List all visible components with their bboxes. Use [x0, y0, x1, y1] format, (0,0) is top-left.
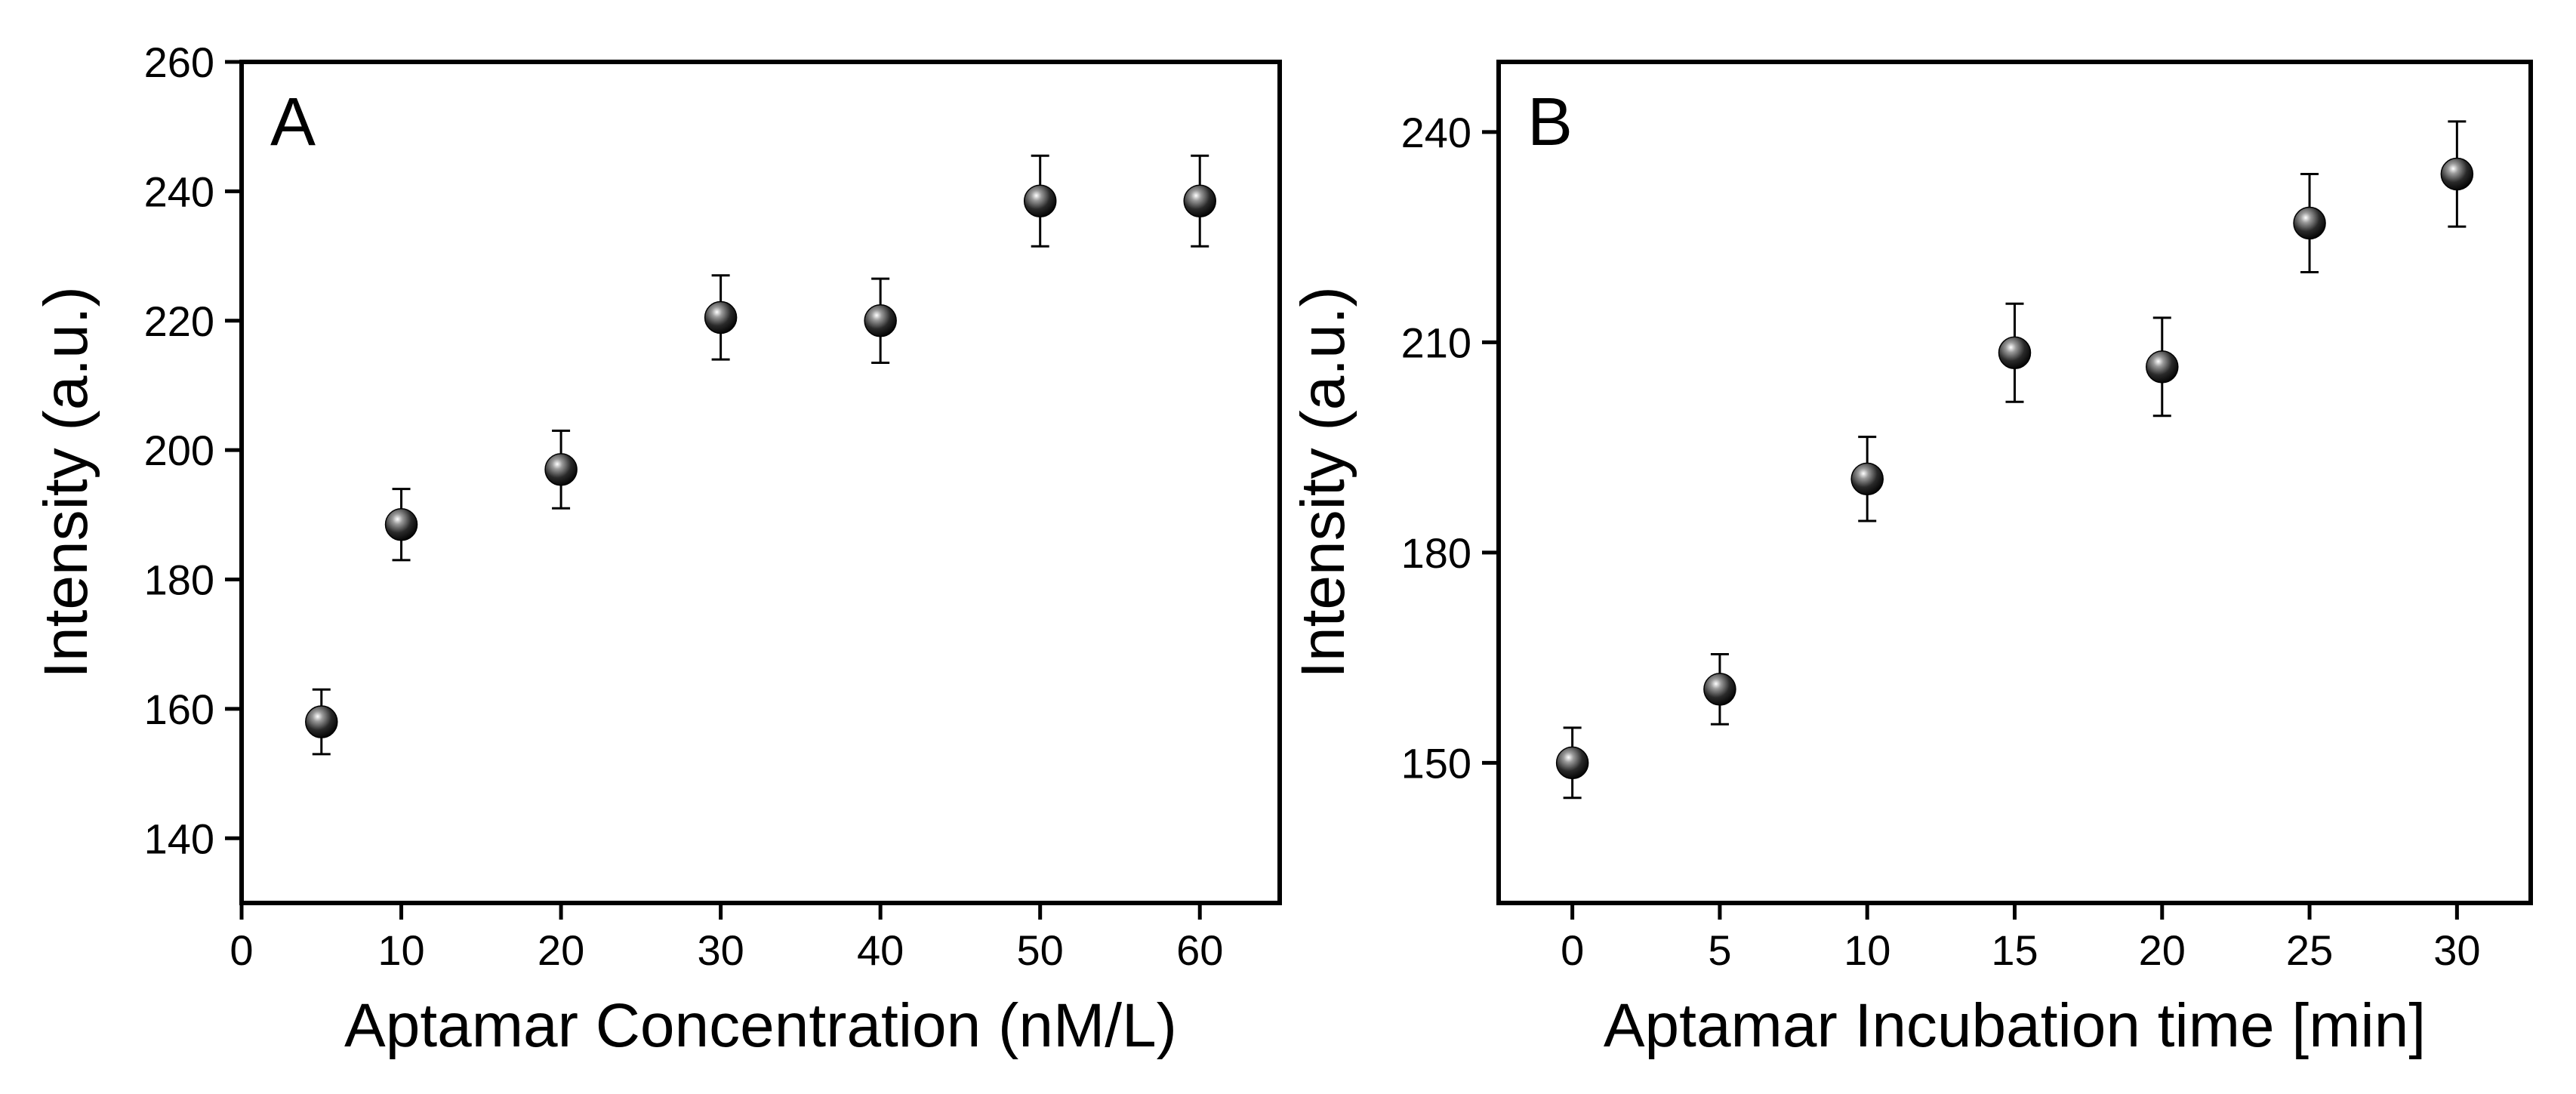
x-tick-label: 0: [230, 926, 253, 974]
y-tick-label: 150: [1401, 739, 1471, 787]
y-tick-label: 220: [144, 297, 214, 345]
chart-panel-a: 0 10 20 30 40 50 60 140 160 180 200 220 240 260 A Aptam…: [32, 39, 1282, 1060]
y-tick-label: 160: [144, 686, 214, 733]
data-point: [2293, 206, 2326, 240]
data-point: [1850, 462, 1884, 496]
data-point: [1183, 184, 1216, 217]
y-tick-label: 180: [144, 556, 214, 604]
x-tick-label: 20: [2139, 926, 2186, 974]
x-tick-label: 10: [377, 926, 424, 974]
data-point: [864, 304, 897, 337]
y-axis-label: Intensity (a.u.): [1289, 286, 1357, 679]
y-tick-label: 260: [144, 39, 214, 86]
y-tick-label: 140: [144, 815, 214, 862]
data-point: [305, 705, 338, 738]
x-tick-label: 60: [1176, 926, 1223, 974]
y-tick-label: 200: [144, 427, 214, 474]
y-tick-label: 180: [1401, 529, 1471, 577]
x-tick-label: 10: [1844, 926, 1890, 974]
plot-frame: [239, 60, 1282, 905]
x-tick-label: 30: [697, 926, 744, 974]
x-tick-label: 0: [1561, 926, 1584, 974]
data-point: [1998, 336, 2032, 370]
x-tick-label: 30: [2433, 926, 2480, 974]
data-point: [2146, 350, 2179, 384]
data-point: [384, 507, 418, 541]
data-point: [1555, 746, 1589, 780]
x-tick-label: 20: [538, 926, 584, 974]
panel-label: A: [270, 85, 316, 160]
x-axis-label: Aptamar Incubation time [min]: [1604, 991, 2426, 1060]
chart-panel-b: 0 5 10 15 20 25 30 150 180 210 240 B Aptamar Incubat…: [1289, 60, 2533, 1060]
data-point: [2440, 157, 2474, 191]
x-tick-label: 15: [1991, 926, 2038, 974]
data-point: [1703, 673, 1736, 706]
x-axis-label: Aptamar Concentration (nM/L): [344, 991, 1177, 1060]
y-tick-label: 240: [144, 168, 214, 215]
y-axis-label: Intensity (a.u.): [32, 286, 100, 679]
x-tick-label: 40: [857, 926, 904, 974]
y-tick-label: 210: [1401, 319, 1471, 366]
x-tick-label: 50: [1017, 926, 1064, 974]
panel-label: B: [1527, 85, 1573, 160]
x-tick-label: 25: [2286, 926, 2333, 974]
plot-frame: [1496, 60, 2533, 905]
data-point: [704, 300, 738, 334]
x-tick-label: 5: [1708, 926, 1731, 974]
data-point: [544, 453, 578, 486]
data-point: [1023, 184, 1057, 217]
y-tick-label: 240: [1401, 109, 1471, 156]
